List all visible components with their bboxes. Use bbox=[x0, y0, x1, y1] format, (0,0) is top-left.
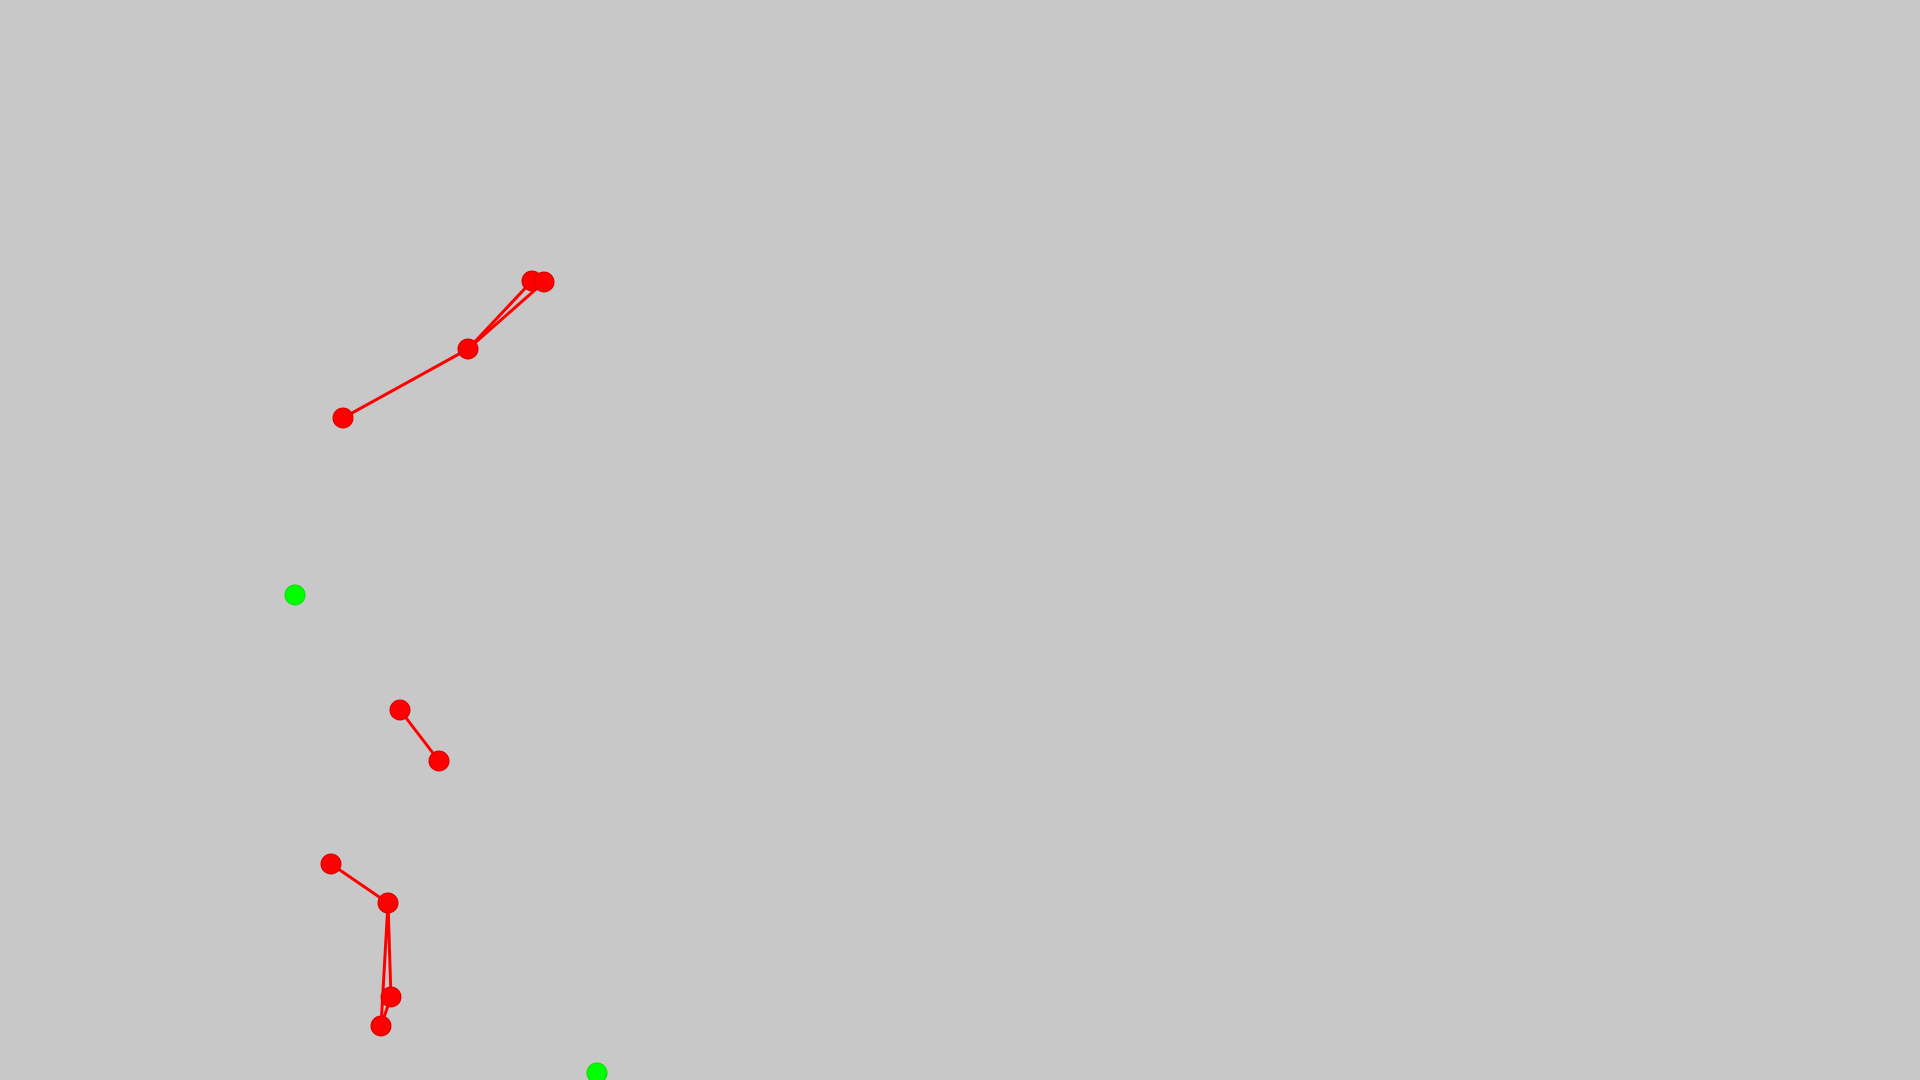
red-node[interactable] bbox=[428, 750, 450, 772]
red-node[interactable] bbox=[389, 699, 411, 721]
green-target[interactable] bbox=[586, 1062, 608, 1080]
red-node[interactable] bbox=[377, 892, 399, 914]
chain-1-link bbox=[341, 347, 470, 420]
green-target[interactable] bbox=[284, 584, 306, 606]
red-node[interactable] bbox=[457, 338, 479, 360]
target-layer bbox=[284, 584, 608, 1080]
chain-3-link bbox=[379, 901, 390, 1028]
chain-1-link bbox=[466, 280, 546, 351]
red-node[interactable] bbox=[332, 407, 354, 429]
red-node[interactable] bbox=[320, 853, 342, 875]
chain-2-link bbox=[398, 708, 441, 763]
red-node[interactable] bbox=[370, 1015, 392, 1037]
red-node[interactable] bbox=[533, 271, 555, 293]
red-node[interactable] bbox=[380, 986, 402, 1008]
chain-3-link bbox=[329, 862, 390, 905]
link-layer bbox=[329, 279, 546, 1028]
node-layer bbox=[320, 270, 555, 1037]
